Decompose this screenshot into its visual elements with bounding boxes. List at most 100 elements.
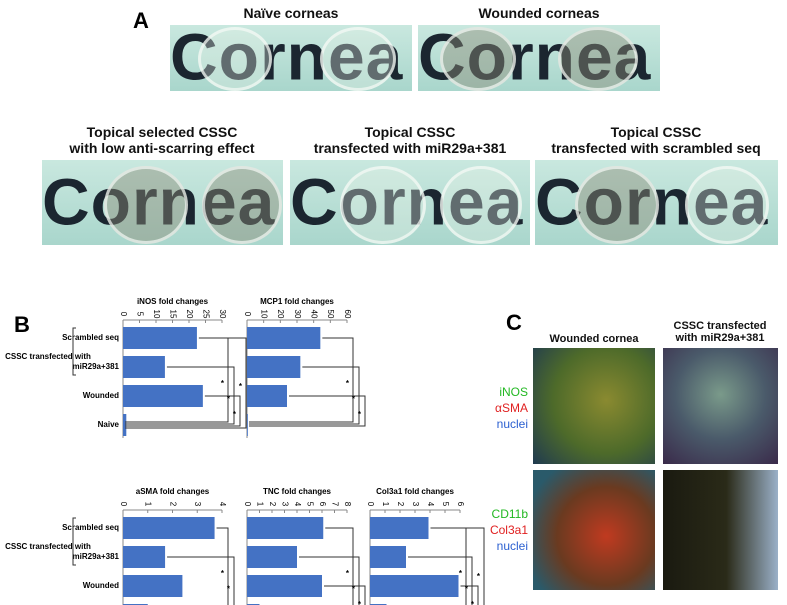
stain-label: CD11b	[491, 507, 528, 521]
chart-title: iNOS fold changes	[137, 297, 209, 306]
x-tick-label: 4	[293, 502, 302, 507]
category-label: Scrambled seq	[62, 523, 119, 532]
title-line: CSSC transfected	[673, 320, 767, 332]
category-label: Wounded	[83, 391, 119, 400]
x-tick-label: 0	[119, 312, 128, 317]
bracket	[460, 585, 479, 605]
x-tick-label: 8	[343, 502, 352, 507]
micrograph	[663, 348, 778, 464]
x-tick-label: 1	[144, 502, 153, 507]
x-tick-label: 0	[119, 502, 128, 507]
micrograph	[533, 470, 655, 590]
category-label: Naive	[98, 420, 120, 429]
x-tick-label: 2	[168, 502, 177, 507]
bracket	[125, 395, 241, 427]
column-title: Wounded cornea	[549, 333, 639, 345]
bracket	[430, 527, 485, 605]
significance: *	[227, 585, 231, 594]
photo: Cornea	[42, 160, 283, 245]
bar	[123, 575, 183, 597]
micrograph	[533, 348, 655, 464]
x-tick-label: 4	[218, 502, 227, 507]
bar	[247, 356, 301, 378]
x-tick-label: 7	[330, 502, 339, 507]
x-tick-label: 30	[293, 310, 302, 319]
x-tick-label: 5	[305, 502, 314, 507]
bar	[247, 546, 297, 568]
significance: *	[239, 382, 243, 391]
x-tick-label: 3	[193, 502, 202, 507]
bracket	[324, 585, 366, 605]
x-tick-label: 0	[243, 502, 252, 507]
caption-line: Topical CSSC	[610, 124, 702, 140]
bracket	[249, 337, 354, 423]
x-tick-label: 4	[426, 502, 435, 507]
bar	[123, 546, 166, 568]
significance: *	[477, 572, 481, 581]
group-label: CSSC transfected with	[5, 542, 91, 551]
x-tick-label: 20	[276, 310, 285, 319]
x-tick-label: 2	[268, 502, 277, 507]
category-label: Wounded	[83, 581, 119, 590]
photo: Cornea	[535, 160, 778, 245]
x-tick-label: 3	[411, 502, 420, 507]
significance: *	[352, 585, 356, 594]
stain-label: nuclei	[496, 539, 528, 553]
x-tick-label: 6	[456, 502, 465, 507]
x-tick-label: 0	[366, 502, 375, 507]
column-title: CSSC transfected with miR29a+381	[655, 320, 785, 344]
significance: *	[465, 585, 469, 594]
bar	[123, 385, 203, 407]
category-label: Scrambled seq	[62, 333, 119, 342]
bar	[370, 546, 406, 568]
caption-line: transfected with miR29a+381	[313, 140, 507, 156]
bar	[247, 414, 248, 436]
caption-line: Topical selected CSSC	[86, 124, 238, 140]
significance: *	[352, 395, 356, 404]
caption: Topical CSSC transfected with miR29a+381	[270, 124, 550, 156]
chart-title: aSMA fold changes	[136, 487, 210, 496]
x-tick-label: 25	[201, 310, 210, 319]
x-tick-label: 5	[441, 502, 450, 507]
x-tick-label: 5	[135, 312, 144, 317]
bracket	[249, 395, 366, 427]
bracket	[125, 337, 247, 429]
bracket	[125, 337, 229, 423]
bar	[247, 517, 324, 539]
x-tick-label: 0	[243, 312, 252, 317]
x-tick-label: 3	[280, 502, 289, 507]
bar	[247, 327, 321, 349]
significance: *	[459, 569, 463, 578]
significance: *	[346, 569, 350, 578]
category-label: miR29a+381	[73, 362, 120, 371]
bar	[370, 575, 459, 597]
x-tick-label: 30	[218, 310, 227, 319]
bracket	[216, 527, 229, 605]
bar	[247, 575, 322, 597]
bar	[123, 517, 215, 539]
stain-label: iNOS	[499, 385, 528, 399]
group-label: CSSC transfected with	[5, 352, 91, 361]
significance: *	[221, 569, 225, 578]
significance: *	[227, 395, 231, 404]
significance: *	[221, 379, 225, 388]
bracket	[325, 527, 354, 605]
title-line: with miR29a+381	[675, 332, 765, 344]
bar	[370, 517, 429, 539]
significance: *	[233, 410, 237, 419]
x-tick-label: 2	[396, 502, 405, 507]
chart-title: Col3a1 fold changes	[376, 487, 454, 496]
x-tick-label: 10	[260, 310, 269, 319]
significance: *	[471, 600, 475, 605]
group-brace	[72, 327, 76, 376]
x-tick-label: 1	[381, 502, 390, 507]
x-tick-label: 6	[318, 502, 327, 507]
x-tick-label: 1	[255, 502, 264, 507]
caption-line: Topical CSSC	[364, 124, 456, 140]
caption-line: with low anti-scarring effect	[69, 140, 255, 156]
caption: Topical CSSC transfected with scrambled s…	[516, 124, 787, 156]
stain-label: αSMA	[495, 401, 528, 415]
photo: Cornea	[418, 25, 660, 91]
